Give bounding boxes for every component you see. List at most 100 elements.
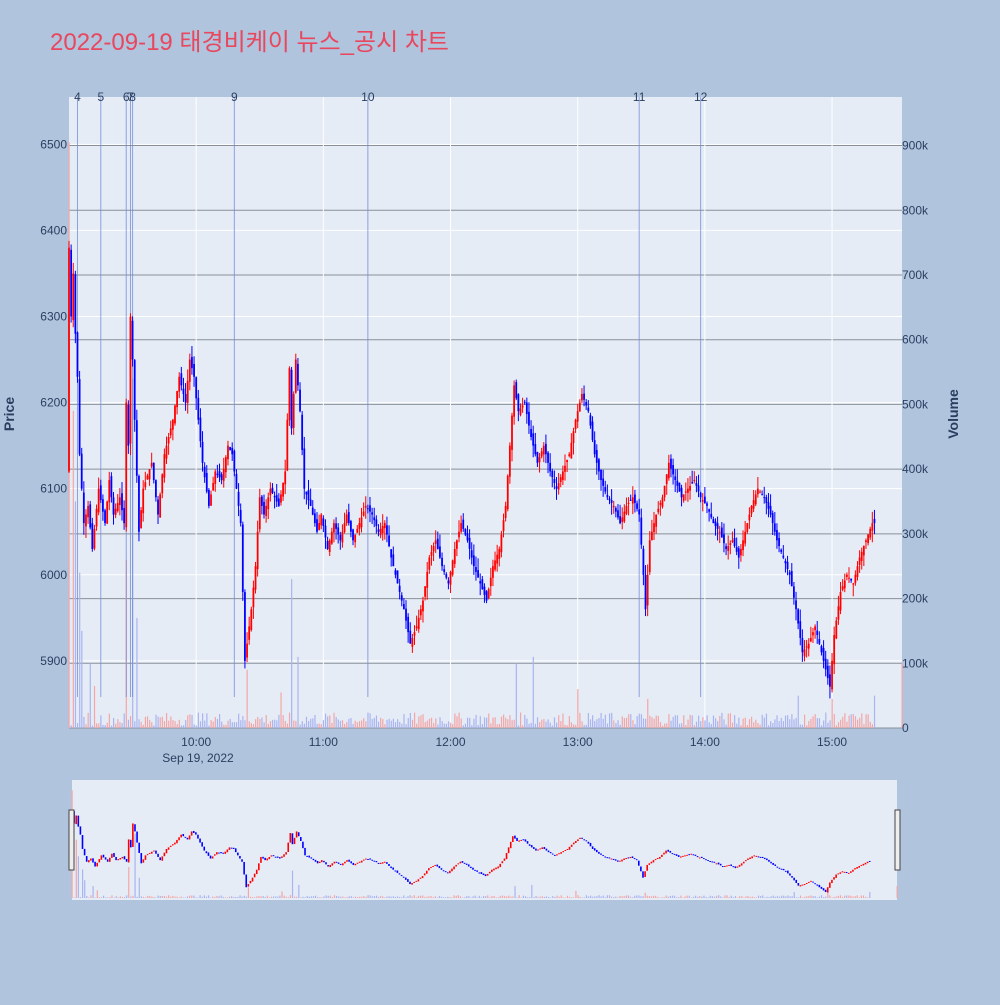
range-slider-candle (206, 851, 208, 853)
candle-body (793, 586, 795, 597)
candle-body (865, 540, 867, 542)
volume-tick-label: 300k (902, 527, 929, 541)
candle-body (683, 494, 685, 500)
range-slider-volume-bar (607, 895, 608, 898)
range-slider-candle (867, 862, 869, 863)
volume-bar (321, 724, 322, 728)
range-slider-candle (199, 839, 201, 843)
range-slider-volume-bar (855, 896, 856, 898)
range-slider-volume-bar (806, 896, 807, 898)
candle-body (657, 509, 659, 512)
range-slider-candle (856, 867, 858, 869)
range-slider-candle (735, 866, 737, 868)
candle-body (166, 446, 168, 459)
volume-bar (113, 718, 114, 728)
range-slider-volume-bar (361, 897, 362, 898)
candle-body (763, 497, 765, 498)
volume-bar (240, 720, 241, 728)
range-slider-left-handle[interactable] (69, 810, 74, 870)
candle-body (628, 503, 630, 504)
range-slider-candle (92, 858, 94, 862)
range-slider-volume-bar (500, 896, 501, 898)
volume-bar (516, 663, 517, 728)
volume-bar (304, 724, 305, 728)
range-slider-candle (254, 874, 256, 878)
range-slider-candle (130, 840, 132, 848)
range-slider-volume-bar (481, 897, 482, 898)
range-slider-candle (724, 866, 726, 867)
range-slider-candle (407, 879, 409, 882)
range-slider-volume-bar (838, 896, 839, 898)
range-slider-volume-bar (775, 897, 776, 898)
range-slider-volume-bar (315, 896, 316, 898)
volume-bar (721, 713, 722, 728)
volume-bar (363, 718, 364, 728)
range-slider-volume-bar (118, 897, 119, 898)
range-slider-candle (661, 855, 663, 857)
candle-body (314, 513, 316, 523)
range-slider-candle (842, 871, 844, 872)
range-slider-candle (588, 842, 590, 844)
candle-body (159, 494, 161, 517)
volume-bar (376, 715, 377, 728)
range-slider-candle (619, 861, 621, 862)
price-tick-label: 5900 (40, 654, 67, 668)
candle-body (437, 539, 439, 549)
range-slider-volume-bar (739, 896, 740, 898)
range-slider-candle (527, 841, 529, 844)
range-slider-right-handle[interactable] (895, 810, 900, 870)
plot-background (69, 97, 902, 728)
range-slider-volume-bar (204, 895, 205, 898)
range-slider-candle (172, 844, 174, 845)
volume-bar (344, 724, 345, 728)
volume-bar (490, 723, 491, 728)
range-slider-volume-bar (699, 896, 700, 898)
range-slider-volume-bar (422, 895, 423, 898)
price-tick-label: 6400 (40, 223, 67, 237)
range-slider-candle (840, 872, 842, 873)
volume-bar (427, 721, 428, 728)
volume-bar (100, 715, 101, 728)
range-slider-candle (455, 865, 457, 867)
range-slider[interactable] (69, 780, 900, 900)
news-marker-label: 10 (361, 90, 375, 104)
candle-body (403, 604, 405, 609)
candle-body (689, 486, 691, 491)
volume-bar (800, 724, 801, 728)
range-slider-candle (531, 845, 533, 847)
range-slider-candle (808, 882, 810, 883)
volume-bar (810, 719, 811, 728)
range-slider-volume-bar (636, 895, 637, 898)
range-slider-volume-bar (281, 891, 282, 898)
range-slider-candle (80, 826, 82, 834)
range-slider-candle (344, 862, 346, 864)
candle-body (121, 493, 123, 510)
candle-body (291, 370, 293, 429)
candle-body (471, 550, 473, 557)
volume-bar (158, 717, 159, 728)
candle-body (102, 499, 104, 511)
range-slider-volume-bar (789, 896, 790, 898)
candle-body (577, 411, 579, 421)
candle-body (704, 497, 706, 503)
volume-bar (147, 716, 148, 728)
candle-body (367, 508, 369, 509)
volume-bar (634, 724, 635, 728)
candle-body (335, 523, 337, 528)
range-slider-volume-bar (703, 896, 704, 898)
range-slider-volume-bar (168, 895, 169, 898)
range-slider-volume-bar (708, 897, 709, 898)
range-slider-volume-bar (590, 896, 591, 898)
candle-body (278, 498, 280, 505)
volume-tick-label: 100k (902, 656, 929, 670)
volume-bar (121, 723, 122, 728)
candle-body (647, 575, 649, 606)
volume-bar (656, 716, 657, 728)
volume-bar (567, 725, 568, 728)
volume-bar (183, 725, 184, 728)
range-slider-volume-bar (237, 897, 238, 898)
range-slider-volume-bar (216, 896, 217, 898)
range-slider-candle (512, 836, 514, 842)
